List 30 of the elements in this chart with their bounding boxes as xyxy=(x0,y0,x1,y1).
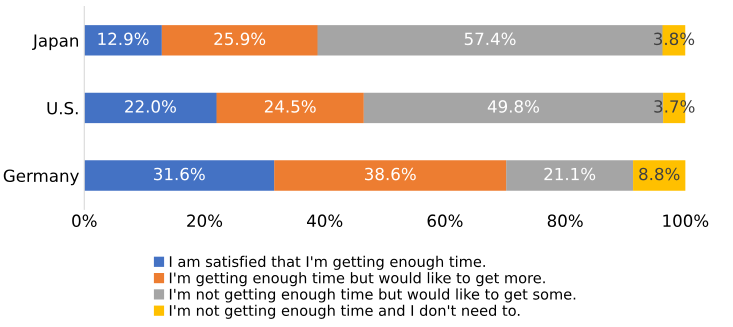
x-tick-label: 60% xyxy=(428,214,463,228)
x-tick-label: 100% xyxy=(663,214,708,228)
bar xyxy=(506,160,634,191)
data-label: 57.4% xyxy=(464,32,516,46)
legend-label: I'm getting enough time but would like to get more. xyxy=(170,272,545,286)
legend-label: I am satisfied that I'm getting enough time. xyxy=(170,256,485,270)
bar xyxy=(84,25,162,56)
x-tick-label: 0% xyxy=(72,214,97,228)
y-tick-label: U.S. xyxy=(48,102,78,114)
x-tick-label: 80% xyxy=(548,214,583,228)
legend-label: I'm not getting enough time and I don't need to. xyxy=(170,304,520,319)
legend-label: I'm not getting enough time but would like to get some. xyxy=(170,288,576,303)
data-label: 31.6% xyxy=(154,168,205,180)
bar xyxy=(216,92,364,124)
data-label: 12.9% xyxy=(98,32,149,46)
bar xyxy=(84,92,217,124)
data-label: 38.6% xyxy=(365,168,416,180)
x-tick-label: 40% xyxy=(307,214,342,228)
data-label: 21.1% xyxy=(544,168,596,180)
bar xyxy=(162,25,318,56)
data-label: 24.5% xyxy=(264,100,316,113)
data-label: 22.0% xyxy=(125,100,176,113)
data-label: 49.8% xyxy=(488,100,540,113)
x-tick-label: 20% xyxy=(187,214,222,228)
y-tick-label: Japan xyxy=(32,34,78,50)
y-tick-label: Germany xyxy=(4,169,79,186)
bar xyxy=(84,160,274,191)
data-label: 25.9% xyxy=(214,32,266,46)
bar xyxy=(274,160,506,191)
data-label: 8.8% xyxy=(639,168,680,180)
